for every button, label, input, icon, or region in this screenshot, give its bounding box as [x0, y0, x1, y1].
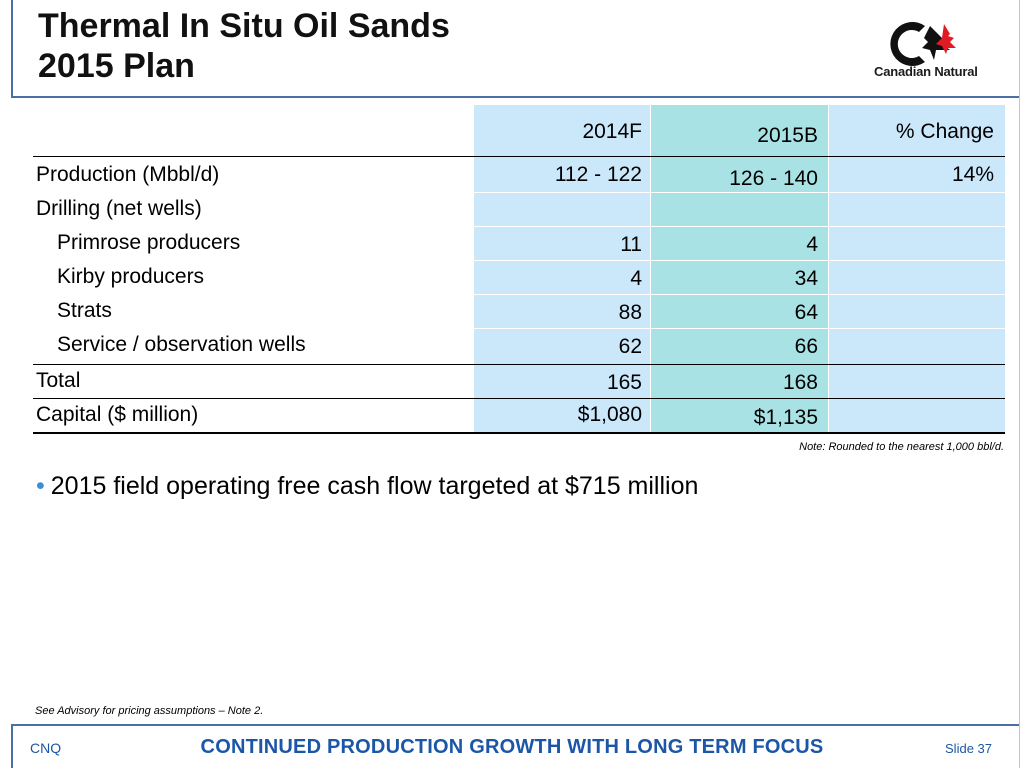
row-value-2015: 64 [794, 301, 818, 324]
row-label: Kirby producers [57, 265, 205, 288]
title-line-1: Thermal In Situ Oil Sands [38, 7, 450, 45]
slide-number: Slide 37 [945, 741, 992, 756]
table-row: Primrose producers 11 4 [33, 226, 1005, 260]
table-row: Service / observation wells 62 66 [33, 328, 1005, 362]
row-value-2014: $1,080 [577, 403, 642, 426]
column-2015-background [651, 105, 828, 433]
header-divider [33, 156, 1005, 157]
footer-frame [11, 724, 1019, 768]
header-frame [11, 0, 1019, 98]
row-value-2015: 4 [806, 233, 818, 256]
row-value-2015: $1,135 [753, 406, 818, 429]
header-2015: 2015B [757, 124, 818, 147]
row-label: Total [36, 369, 81, 392]
logo-text: Canadian Natural [874, 64, 978, 79]
bullet-point: • 2015 field operating free cash flow tar… [36, 472, 698, 501]
row-value-2015: 168 [782, 371, 818, 394]
row-label: Strats [57, 299, 112, 322]
row-value-2014: 62 [618, 335, 642, 358]
row-value-2014: 112 - 122 [554, 163, 642, 186]
canadian-natural-logo-icon [890, 22, 956, 67]
bullet-icon: • [36, 472, 45, 500]
table-header-row: 2014F 2015B % Change [33, 115, 1005, 149]
header-2014: 2014F [582, 120, 642, 143]
row-value-2014: 11 [620, 233, 642, 256]
row-value-2014: 165 [606, 371, 642, 394]
row-separator [474, 192, 1005, 193]
row-value-2014: 88 [618, 301, 642, 324]
row-label: Drilling (net wells) [36, 197, 202, 220]
row-value-2014: 4 [630, 267, 642, 290]
right-border [1019, 0, 1020, 768]
row-label: Production (Mbbl/d) [36, 163, 220, 186]
row-value-2015: 126 - 140 [729, 167, 818, 190]
table-row: Strats 88 64 [33, 294, 1005, 328]
row-value-2015: 66 [794, 335, 818, 358]
footer-tagline: CONTINUED PRODUCTION GROWTH WITH LONG TE… [200, 736, 824, 758]
row-separator [474, 294, 1005, 295]
advisory-note: See Advisory for pricing assumptions – N… [35, 705, 264, 717]
table-row-capital: Capital ($ million) $1,080 $1,135 [33, 398, 1005, 432]
footer-ticker: CNQ [30, 740, 62, 756]
table-row: Production (Mbbl/d) 112 - 122 126 - 140 … [33, 158, 1005, 192]
title-line-2: 2015 Plan [38, 47, 195, 85]
row-separator [474, 328, 1005, 329]
total-divider [33, 364, 1005, 365]
table-note: Note: Rounded to the nearest 1,000 bbl/d… [799, 441, 1004, 453]
table-row-total: Total 165 168 [33, 364, 1005, 398]
column-change-background [829, 105, 1005, 433]
row-separator [474, 226, 1005, 227]
table-row: Drilling (net wells) [33, 192, 1005, 226]
row-label: Capital ($ million) [36, 403, 199, 426]
slide-title: Thermal In Situ Oil Sands 2015 Plan [38, 6, 450, 86]
bullet-text: 2015 field operating free cash flow targ… [50, 472, 699, 500]
row-label: Service / observation wells [57, 333, 306, 356]
row-separator [474, 260, 1005, 261]
table-row: Kirby producers 4 34 [33, 260, 1005, 294]
table-bottom-border [33, 432, 1005, 434]
column-2014-background [474, 105, 650, 433]
row-value-2015: 34 [794, 267, 818, 290]
capital-divider [33, 398, 1005, 399]
row-label: Primrose producers [57, 231, 241, 254]
header-change: % Change [895, 120, 994, 143]
row-value-change: 14% [951, 163, 994, 186]
